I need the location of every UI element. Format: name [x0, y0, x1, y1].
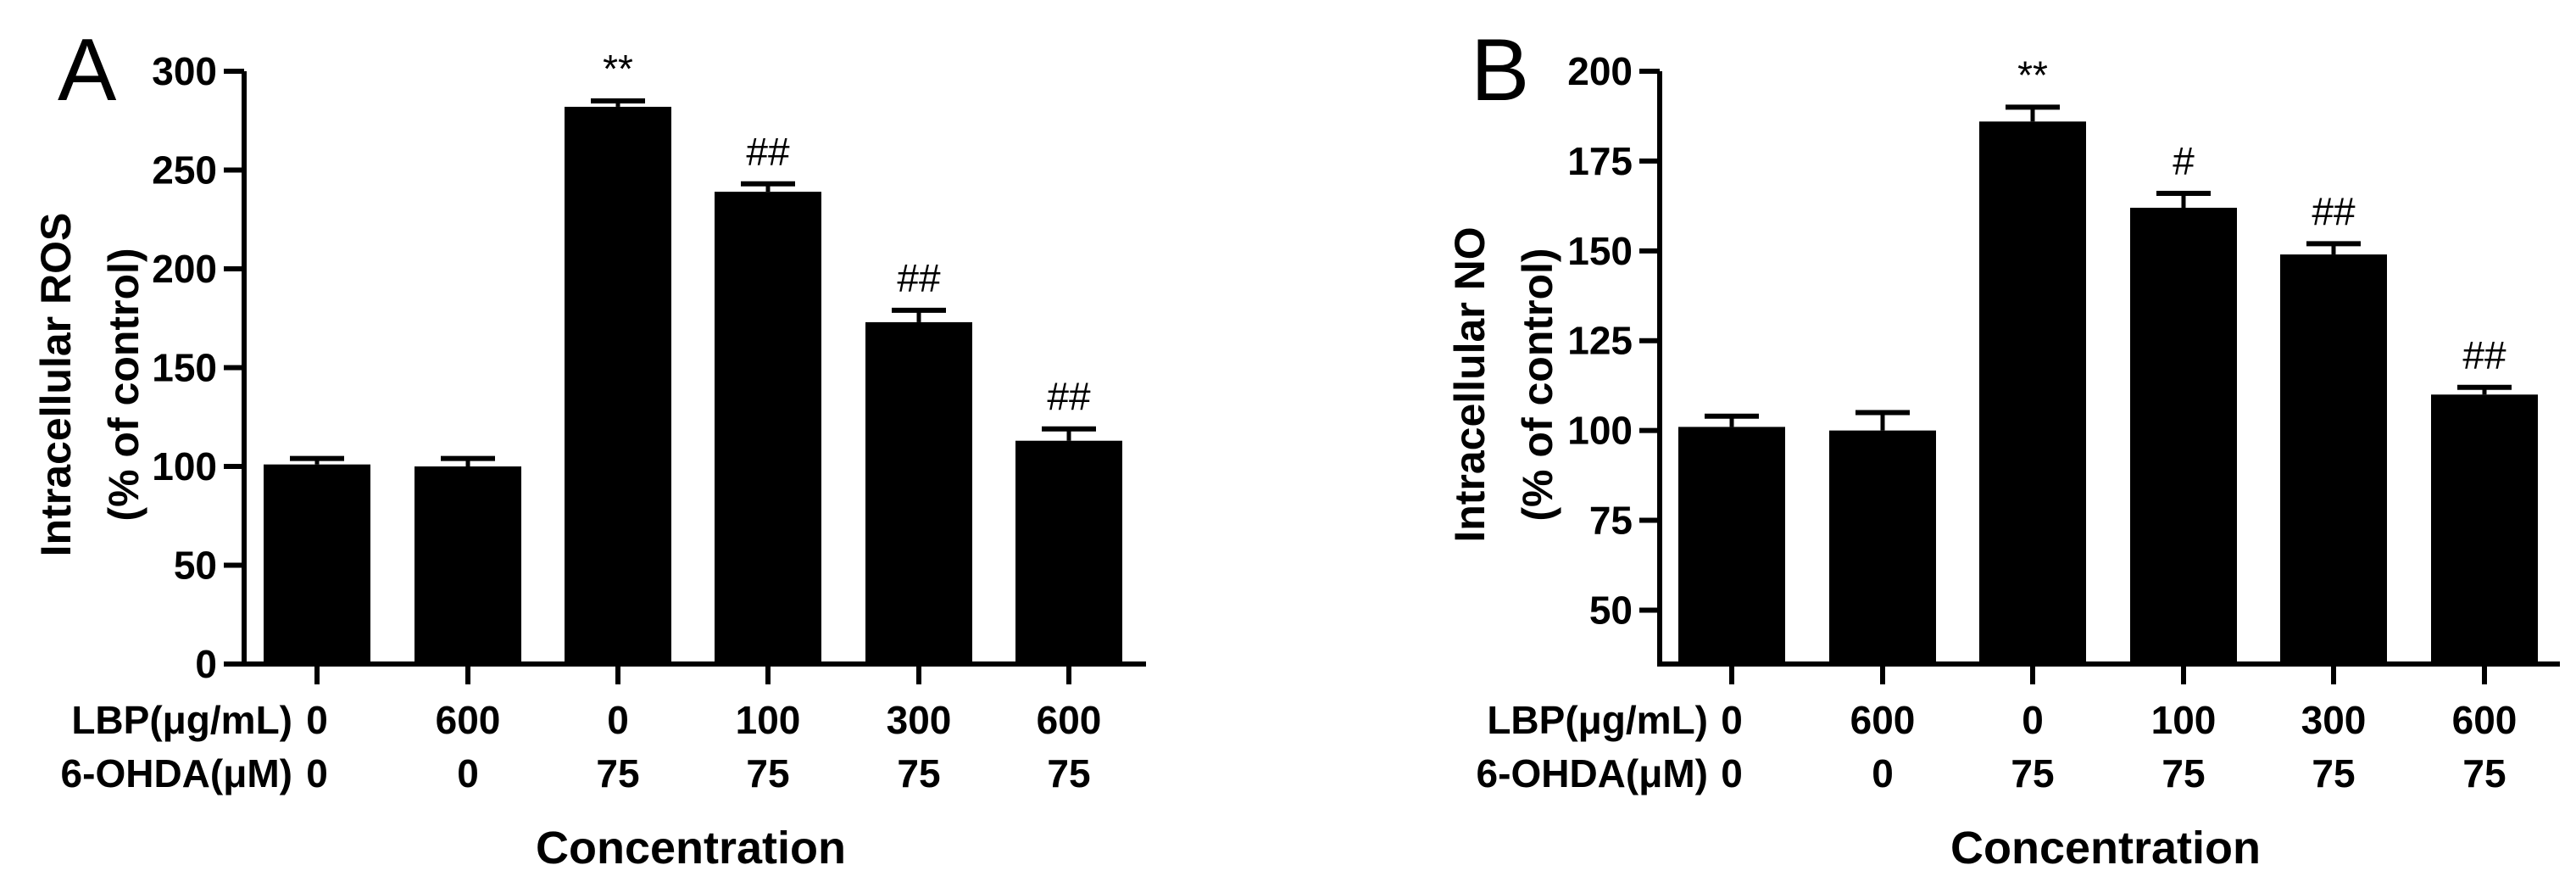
- lbp-value: 300: [887, 698, 952, 742]
- y-axis-title: Intracellular NO: [1446, 226, 1494, 542]
- y-tick-label: 100: [1567, 409, 1633, 453]
- y-tick-label: 175: [1567, 139, 1633, 183]
- bar: [1979, 121, 2086, 665]
- ohda-value: 75: [2011, 751, 2054, 795]
- ohda-value: 75: [746, 751, 789, 795]
- bar: [2280, 254, 2387, 664]
- bar: [264, 464, 370, 664]
- significance-mark: **: [603, 47, 633, 91]
- bar: [2130, 207, 2237, 664]
- ohda-value: 0: [457, 751, 479, 795]
- ohda-value: 0: [306, 751, 328, 795]
- y-tick-label: 125: [1567, 319, 1633, 363]
- y-axis-title-units: (% of control): [100, 248, 147, 521]
- ohda-value: 75: [596, 751, 639, 795]
- lbp-value: 600: [1850, 698, 1916, 742]
- lbp-value: 100: [2151, 698, 2217, 742]
- x-axis-title: Concentration: [536, 823, 846, 873]
- y-tick-label: 100: [152, 444, 217, 488]
- lbp-value: 600: [2452, 698, 2518, 742]
- significance-mark: ##: [2462, 333, 2506, 377]
- row-label-lbp: LBP(μg/mL): [1487, 698, 1708, 742]
- y-tick-label: 300: [152, 49, 217, 93]
- ohda-value: 75: [2312, 751, 2355, 795]
- significance-mark: **: [2017, 53, 2048, 97]
- ohda-value: 0: [1721, 751, 1743, 795]
- row-label-6ohda: 6-OHDA(μM): [61, 751, 292, 795]
- bar: [565, 106, 671, 664]
- lbp-value: 0: [607, 698, 629, 742]
- y-tick-label: 150: [1567, 229, 1633, 273]
- lbp-value: 0: [1721, 698, 1743, 742]
- bar: [1015, 440, 1122, 664]
- significance-mark: ##: [1047, 375, 1091, 419]
- lbp-value: 300: [2301, 698, 2367, 742]
- lbp-value: 600: [1037, 698, 1102, 742]
- significance-mark: ##: [897, 256, 941, 300]
- bar: [865, 321, 972, 664]
- bar: [414, 466, 521, 664]
- ohda-value: 0: [1872, 751, 1894, 795]
- x-axis-title: Concentration: [1950, 823, 2261, 873]
- panel-b: B 50 75 100 125 150 175 200 Intracellular NO (% o…: [1446, 21, 2560, 873]
- y-tick-label: 50: [1589, 588, 1633, 632]
- panel-a: A 0 50 100 150 200 250 300 Intracellular ROS (% o…: [32, 21, 1146, 873]
- significance-mark: ##: [2312, 189, 2356, 233]
- y-tick-label: 0: [195, 642, 217, 686]
- y-tick-label: 200: [1567, 49, 1633, 93]
- lbp-value: 600: [436, 698, 501, 742]
- y-tick-label: 200: [152, 247, 217, 291]
- row-label-6ohda: 6-OHDA(μM): [1477, 751, 1708, 795]
- lbp-value: 0: [2022, 698, 2044, 742]
- y-axis-title-units: (% of control): [1514, 248, 1561, 521]
- bar: [1678, 427, 1785, 664]
- ohda-value: 75: [1047, 751, 1090, 795]
- bar: [715, 192, 821, 664]
- bar: [1829, 430, 1936, 664]
- ohda-value: 75: [897, 751, 940, 795]
- bar: [2431, 394, 2538, 664]
- ohda-value: 75: [2162, 751, 2205, 795]
- y-tick-label: 50: [174, 544, 217, 588]
- panel-letter: A: [58, 21, 117, 120]
- ohda-value: 75: [2462, 751, 2506, 795]
- y-tick-label: 250: [152, 148, 217, 193]
- row-label-lbp: LBP(μg/mL): [71, 698, 292, 742]
- significance-mark: ##: [746, 130, 790, 174]
- significance-mark: #: [2173, 139, 2195, 183]
- lbp-value: 100: [736, 698, 801, 742]
- lbp-value: 0: [306, 698, 328, 742]
- panel-letter: B: [1471, 21, 1529, 120]
- y-tick-label: 75: [1589, 499, 1633, 543]
- y-axis-title: Intracellular ROS: [32, 213, 80, 557]
- y-tick-label: 150: [152, 346, 217, 390]
